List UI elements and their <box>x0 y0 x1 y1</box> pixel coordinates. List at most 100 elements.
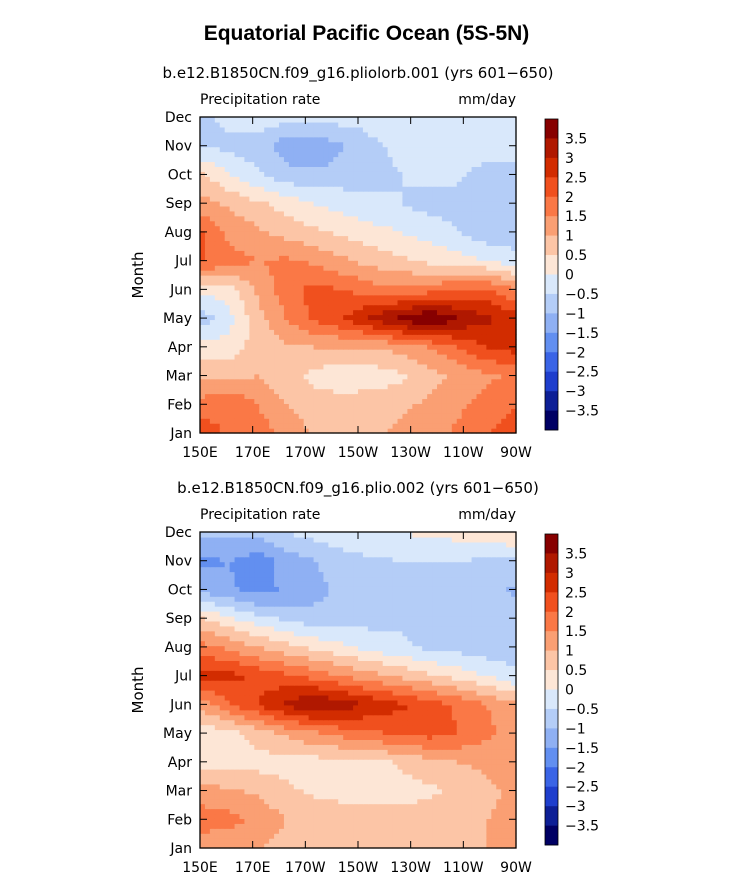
heatmap-cell <box>358 220 364 227</box>
heatmap-cell <box>303 428 310 434</box>
heatmap-cell <box>372 418 379 424</box>
heatmap-cell <box>259 329 265 335</box>
heatmap-cell <box>382 793 389 800</box>
heatmap-cell <box>451 329 458 335</box>
heatmap-cell <box>244 428 250 434</box>
heatmap-cell <box>259 166 265 172</box>
heatmap-cell <box>239 349 246 355</box>
heatmap-cell <box>328 339 334 345</box>
heatmap-cell <box>382 255 389 261</box>
heatmap-cell <box>229 423 236 429</box>
heatmap-cell <box>204 418 211 424</box>
heatmap-cell <box>298 319 305 325</box>
heatmap-cell <box>471 803 478 810</box>
heatmap-cell <box>239 408 246 414</box>
heatmap-cell <box>491 284 497 291</box>
heatmap-cell <box>259 393 265 400</box>
heatmap-cell <box>506 803 512 810</box>
heatmap-cell <box>461 383 468 390</box>
heatmap-cell <box>422 289 428 296</box>
heatmap-cell <box>437 171 443 177</box>
heatmap-cell <box>496 156 502 163</box>
heatmap-cell <box>259 136 265 143</box>
heatmap-cell <box>407 418 413 424</box>
heatmap-cell <box>367 334 374 340</box>
heatmap-cell <box>422 423 428 429</box>
heatmap-cell <box>427 793 433 800</box>
heatmap-cell <box>269 156 275 163</box>
heatmap-cell <box>239 230 246 237</box>
heatmap-cell <box>229 121 236 128</box>
heatmap-cell <box>204 117 211 123</box>
heatmap-cell <box>412 117 418 123</box>
heatmap-cell <box>422 828 428 834</box>
heatmap-cell <box>491 428 497 434</box>
heatmap-cell <box>204 245 211 251</box>
heatmap-cell <box>318 334 325 340</box>
heatmap-cell <box>372 275 379 281</box>
heatmap-cell <box>446 344 453 350</box>
heatmap-cell <box>476 788 483 795</box>
heatmap-cell <box>486 166 492 172</box>
heatmap-cell <box>358 235 364 242</box>
heatmap-cell <box>303 344 310 350</box>
heatmap-cell <box>387 818 394 824</box>
heatmap-cell <box>471 121 478 128</box>
heatmap-cell <box>288 423 295 429</box>
heatmap-cell <box>486 423 492 429</box>
heatmap-cell <box>298 363 305 370</box>
heatmap-cell <box>219 808 226 815</box>
heatmap-cell <box>382 838 389 844</box>
heatmap-cell <box>412 270 418 276</box>
heatmap-cell <box>254 240 260 246</box>
heatmap-cell <box>427 260 433 266</box>
heatmap-cell <box>432 818 438 824</box>
heatmap-cell <box>422 186 428 192</box>
heatmap-cell <box>461 117 468 123</box>
heatmap-cell <box>298 378 305 385</box>
heatmap-cell <box>214 818 221 824</box>
heatmap-cell <box>328 250 334 256</box>
heatmap-cell <box>451 299 458 306</box>
heatmap-cell <box>288 388 295 395</box>
heatmap-cell <box>239 428 246 434</box>
heatmap-cell <box>303 181 310 187</box>
heatmap-cell <box>382 294 389 301</box>
heatmap-cell <box>338 191 344 197</box>
heatmap-cell <box>328 828 334 834</box>
heatmap-cell <box>451 413 458 419</box>
heatmap-cell <box>288 255 295 261</box>
heatmap-cell <box>392 250 399 256</box>
heatmap-cell <box>367 171 374 177</box>
heatmap-cell <box>279 383 285 390</box>
heatmap-cell <box>229 803 236 810</box>
heatmap-cell <box>269 255 275 261</box>
heatmap-cell <box>367 126 374 133</box>
heatmap-cell <box>249 373 255 380</box>
heatmap-cell <box>506 358 512 365</box>
heatmap-cell <box>362 403 369 409</box>
heatmap-cell <box>200 176 206 182</box>
heatmap-cell <box>382 299 389 306</box>
x-tick-label: 110W <box>443 445 484 461</box>
heatmap-cell <box>343 171 349 177</box>
heatmap-cell <box>461 358 468 365</box>
heatmap-cell <box>466 373 473 380</box>
heatmap-cell <box>358 344 364 350</box>
heatmap-cell <box>239 808 246 815</box>
heatmap-cell <box>491 304 497 311</box>
heatmap-cell <box>298 121 305 128</box>
heatmap-cell <box>214 329 221 335</box>
heatmap-cell <box>353 166 359 172</box>
heatmap-cell <box>466 230 473 237</box>
heatmap-cell <box>402 358 408 365</box>
heatmap-cell <box>323 117 329 123</box>
heatmap-cell <box>200 309 206 316</box>
heatmap-cell <box>204 171 211 177</box>
heatmap-cell <box>397 833 404 839</box>
heatmap-cell <box>348 833 354 839</box>
heatmap-cell <box>279 200 285 207</box>
heatmap-cell <box>229 141 236 148</box>
heatmap-cell <box>387 299 394 306</box>
heatmap-cell <box>372 215 379 222</box>
